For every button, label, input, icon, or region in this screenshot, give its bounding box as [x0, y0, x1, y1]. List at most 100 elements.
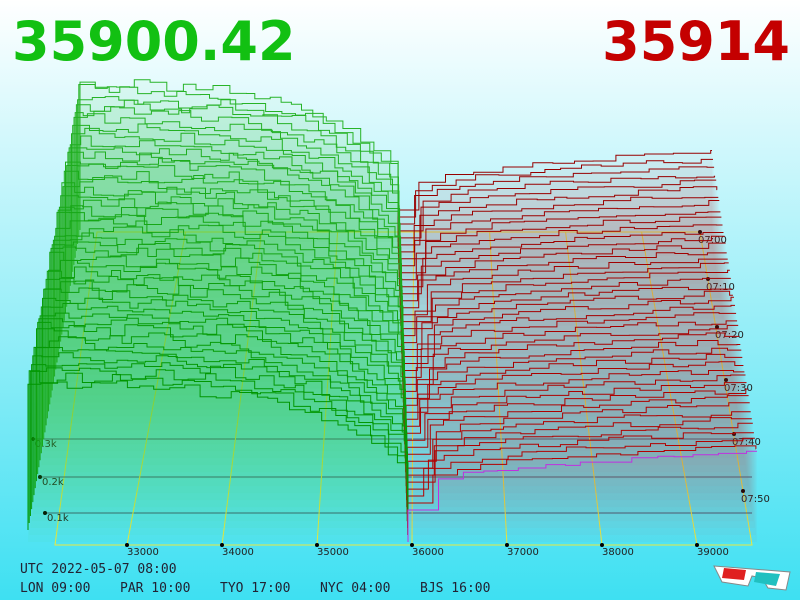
time-dot	[698, 230, 702, 234]
bid-depth	[54, 226, 404, 389]
bid-depth	[70, 127, 401, 291]
bid-depth	[38, 317, 407, 480]
ask-depth	[405, 395, 749, 487]
price-label: 33000	[127, 547, 159, 558]
price-grid-line	[489, 231, 508, 546]
time-label: 07:40	[732, 437, 761, 448]
bid-depth	[37, 321, 407, 487]
time-dot	[741, 489, 745, 493]
ask-depth	[406, 437, 755, 529]
depth-dot	[38, 475, 42, 479]
depth-slice	[63, 170, 726, 333]
price-dot	[600, 543, 604, 547]
price-dot	[125, 543, 129, 547]
time-label: 07:20	[715, 330, 744, 341]
bid-depth	[44, 280, 406, 445]
ask-depth	[403, 340, 741, 431]
depth-slice	[74, 106, 717, 270]
depth-slice	[31, 362, 754, 522]
depth-slice	[40, 303, 746, 466]
ask-depth	[399, 216, 722, 305]
depth-slice	[64, 161, 725, 326]
ask-depth	[406, 432, 754, 522]
bid-depth	[49, 251, 405, 417]
bid-depth	[52, 232, 404, 396]
ask-depth	[400, 235, 725, 326]
ask-depth	[402, 296, 734, 389]
depth-slice	[69, 135, 721, 298]
3d-glasses-icon[interactable]	[713, 565, 791, 591]
ask-depth	[398, 179, 717, 270]
timezone-label: NYC 04:00	[320, 581, 390, 596]
depth-dot	[43, 511, 47, 515]
depth-slice	[61, 182, 728, 347]
bid-depth	[32, 352, 408, 515]
ask-depth	[398, 186, 718, 277]
ask-depth	[398, 196, 719, 284]
price-label: 38000	[602, 547, 634, 558]
timezone-label: LON 09:00	[20, 581, 90, 596]
depth-label: 0.1k	[47, 513, 69, 524]
time-label: 07:30	[724, 383, 753, 394]
bid-depth	[34, 336, 408, 501]
price-grid-line	[411, 231, 415, 546]
ask-depth	[401, 262, 729, 354]
price-dot	[315, 543, 319, 547]
bid-depth	[78, 84, 399, 249]
time-dot	[715, 325, 719, 329]
depth-slice	[45, 276, 742, 438]
time-label: 07:00	[698, 235, 727, 246]
bid-depth	[35, 328, 407, 494]
depth-slice	[33, 346, 752, 508]
depth-slice	[62, 177, 727, 340]
bid-depth	[58, 198, 403, 361]
ask-price: 35914	[602, 10, 790, 73]
bid-depth	[48, 259, 405, 424]
bid-depth	[74, 106, 400, 270]
bid-depth	[31, 362, 408, 522]
depth-slice	[68, 147, 722, 305]
depth-slice	[78, 84, 713, 249]
ask-depth	[403, 332, 740, 424]
depth-slice	[27, 380, 757, 542]
depth-slice	[46, 266, 741, 431]
time-label: 07:10	[706, 282, 735, 293]
price-grid-line	[641, 231, 698, 546]
utc-time: UTC 2022-05-07 08:00	[20, 562, 177, 577]
ask-depth	[400, 258, 728, 347]
ask-depth	[405, 388, 748, 480]
depth-slice	[35, 328, 750, 494]
bid-depth	[43, 287, 406, 452]
bid-depth	[29, 367, 409, 529]
ask-depth	[404, 374, 746, 466]
depth-slice	[67, 151, 723, 312]
timezone-label: TYO 17:00	[220, 581, 290, 596]
depth-label: 0.2k	[42, 477, 64, 488]
depth-slice	[29, 367, 755, 529]
depth-slice	[54, 226, 734, 389]
ask-depth	[402, 312, 737, 403]
depth-slice	[41, 297, 745, 459]
timezone-label: BJS 16:00	[420, 581, 490, 596]
ask-depth	[406, 422, 753, 515]
bid-depth	[75, 99, 400, 263]
ask-depth	[400, 242, 726, 333]
depth-slice	[37, 321, 749, 487]
ask-depth	[400, 232, 724, 319]
price-label: 37000	[507, 547, 539, 558]
bid-depth	[61, 182, 403, 347]
ask-depth	[401, 269, 730, 361]
depth-slice	[52, 232, 735, 396]
ask-depth	[403, 320, 738, 410]
bid-depth	[57, 205, 403, 368]
ask-depth	[402, 290, 733, 382]
bid-depth	[62, 177, 402, 340]
bid-price: 35900.42	[12, 10, 296, 73]
ask-depth	[399, 200, 720, 291]
bid-depth	[39, 312, 407, 473]
depth-slice	[49, 251, 739, 417]
ask-depth	[397, 158, 713, 249]
ask-depth	[401, 277, 731, 368]
price-grid-line	[221, 231, 263, 546]
ask-depth	[399, 224, 723, 312]
